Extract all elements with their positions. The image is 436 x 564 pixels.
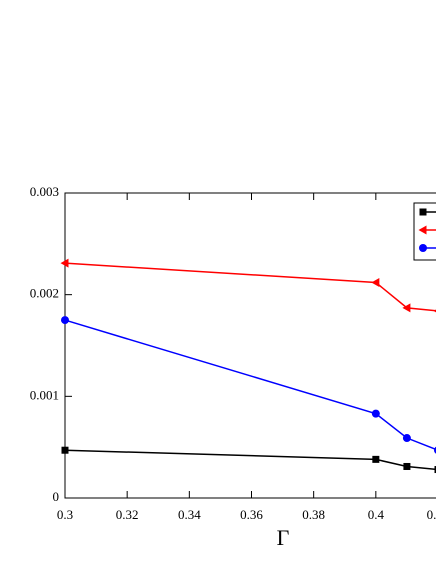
marker <box>403 462 411 470</box>
series-line <box>64 319 436 451</box>
y-tick-label: 0.003 <box>30 184 59 199</box>
y-tick-label: 0.002 <box>30 286 59 301</box>
marker <box>60 258 69 268</box>
y-tick-label: 0 <box>53 489 60 504</box>
marker <box>419 208 427 216</box>
marker <box>402 303 411 313</box>
x-tick-label: 0.3 <box>57 507 73 522</box>
x-tick-label: 0.4 <box>368 507 385 522</box>
marker <box>418 225 427 235</box>
marker <box>372 455 380 463</box>
marker <box>371 409 380 418</box>
marker <box>402 434 411 443</box>
x-tick-label: 0.38 <box>302 507 325 522</box>
x-axis-label: Γ <box>277 525 290 550</box>
x-tick-label: 0.32 <box>116 507 139 522</box>
series-line <box>64 449 436 471</box>
series-line <box>64 262 436 312</box>
marker <box>61 316 69 325</box>
x-tick-label: 0.36 <box>240 507 263 522</box>
x-tick-label: 0.34 <box>178 507 201 522</box>
marker <box>419 244 427 252</box>
y-tick-label: 0.001 <box>30 387 59 402</box>
x-tick-label: 0.42 <box>427 507 436 522</box>
marker <box>433 309 436 313</box>
marker <box>434 466 436 474</box>
marker <box>61 446 69 454</box>
marker <box>371 277 380 287</box>
